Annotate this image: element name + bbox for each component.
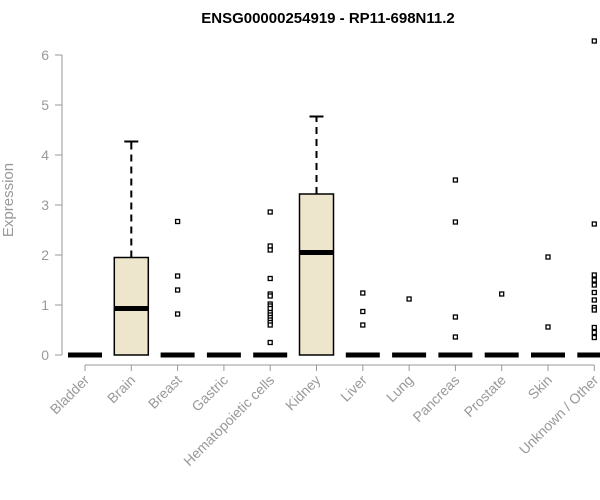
outlier-point (267, 322, 273, 328)
outlier-point (591, 334, 597, 341)
box-group (345, 290, 380, 358)
outlier-point (591, 297, 597, 303)
box-group (392, 296, 427, 358)
x-category-label: Kidney (282, 372, 324, 414)
x-category-label: Bladder (47, 372, 93, 418)
outlier-point (174, 311, 181, 317)
x-category-label: Unknown / Other (516, 372, 600, 458)
box-group (577, 38, 600, 358)
outlier-point (591, 38, 597, 44)
outlier-point (267, 209, 273, 215)
x-category-label: Breast (145, 372, 185, 412)
box-group (113, 140, 150, 356)
outlier-point (591, 277, 597, 283)
box-group (484, 291, 519, 358)
outlier-point (406, 296, 412, 302)
y-axis-label: Expression (0, 163, 17, 237)
outlier-point (452, 219, 459, 225)
outlier-point (452, 314, 459, 320)
x-category-label: Lung (383, 372, 416, 405)
outlier-point (267, 275, 273, 282)
outlier-point (360, 322, 366, 328)
outlier-point (267, 247, 273, 253)
x-category-label: Pancreas (409, 372, 462, 425)
y-tick-label: 1 (41, 297, 49, 313)
outlier-point (360, 290, 366, 296)
outlier-point (174, 287, 181, 293)
box-group (298, 115, 335, 356)
outlier-point (591, 289, 597, 296)
box-iqr (298, 193, 335, 356)
y-axis: 0 1 2 3 4 5 6 (41, 47, 63, 363)
box-group (160, 218, 195, 358)
x-category-label: Skin (525, 372, 556, 403)
y-tick-label: 2 (41, 247, 49, 263)
chart-title: ENSG00000254919 - RP11-698N11.2 (201, 10, 455, 27)
boxes-layer (68, 38, 600, 358)
outlier-point (360, 308, 366, 315)
y-tick-label: 4 (41, 147, 49, 163)
x-category-label: Prostate (461, 372, 509, 420)
outlier-point (591, 221, 597, 227)
outlier-point (591, 307, 597, 313)
x-category-label: Liver (337, 372, 370, 405)
y-tick-label: 0 (41, 347, 49, 363)
x-category-label: Brain (104, 372, 138, 406)
box-group (438, 177, 473, 358)
outlier-point (545, 254, 551, 260)
y-tick-label: 5 (41, 97, 49, 113)
outlier-point (174, 273, 181, 279)
outlier-point (591, 272, 597, 278)
box-group (531, 254, 565, 358)
outlier-point (591, 282, 597, 288)
outlier-point (591, 329, 597, 336)
outlier-point (267, 339, 273, 346)
box-group (253, 209, 288, 358)
outlier-point (174, 218, 181, 225)
outlier-point (452, 334, 459, 340)
outlier-point (267, 293, 273, 299)
y-tick-label: 6 (41, 47, 49, 63)
outlier-point (545, 324, 551, 330)
x-category-label: Gastric (188, 372, 231, 415)
outlier-point (499, 291, 505, 297)
outlier-point (452, 177, 459, 183)
outlier-point (591, 324, 597, 331)
y-tick-label: 3 (41, 197, 49, 213)
x-category-label: Hematopoietic cells (180, 372, 277, 469)
